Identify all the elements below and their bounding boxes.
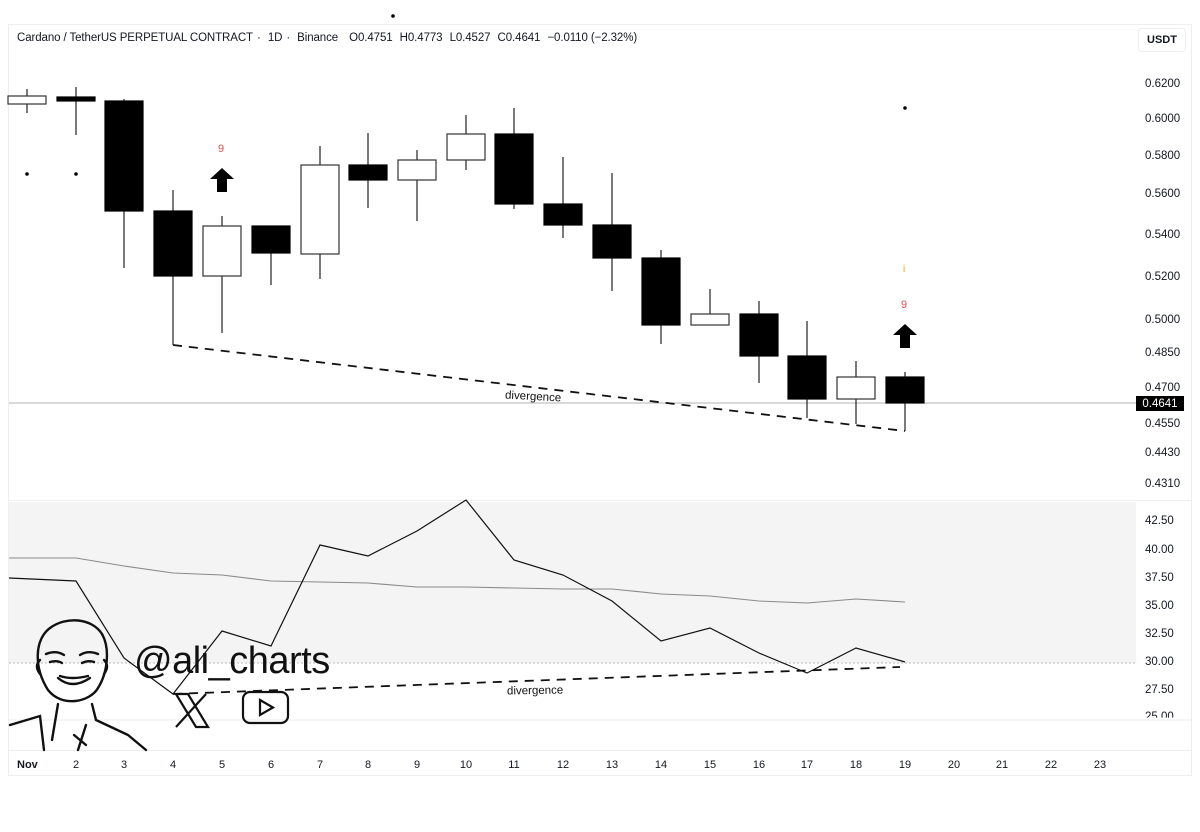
chart-frame: [8, 24, 1192, 776]
time-tick-label: 9: [413, 759, 421, 771]
candle-body: [56, 96, 96, 102]
td-info-label: i: [903, 264, 906, 275]
pane-separator[interactable]: [8, 500, 1192, 501]
price-tick-label: 0.5800: [1145, 150, 1181, 162]
time-tick-label: 20: [947, 759, 961, 771]
time-tick-label: 18: [849, 759, 863, 771]
price-tick-label: 0.4550: [1145, 418, 1181, 430]
watermark-handle: @ali_charts: [134, 640, 330, 682]
rsi-tick-label: 35.00: [1145, 600, 1174, 612]
rsi-divergence-label: divergence: [506, 684, 564, 698]
time-tick-label: 5: [218, 759, 226, 771]
marker-dot-icon: [25, 172, 29, 176]
price-divergence-line: [172, 344, 906, 432]
rsi-band: [9, 502, 1136, 663]
time-tick-label: 8: [364, 759, 372, 771]
time-tick-label: 6: [267, 759, 275, 771]
exchange: Binance: [297, 32, 339, 44]
rsi-tick-label: 32.50: [1145, 628, 1174, 640]
time-tick-label: 22: [1044, 759, 1058, 771]
ohlc-open: O0.4751: [349, 32, 393, 44]
time-tick-label: 17: [800, 759, 814, 771]
current-price-tag: 0.4641: [1136, 396, 1184, 411]
rsi-tick-label: 40.00: [1145, 544, 1174, 556]
symbol-name[interactable]: Cardano / TetherUS PERPETUAL CONTRACT: [17, 32, 253, 44]
rsi-tick-label: 25.00: [1145, 711, 1174, 723]
interval[interactable]: 1D: [267, 32, 283, 44]
ohlc-change: −0.0110 (−2.32%): [547, 32, 638, 44]
time-tick-label: 16: [752, 759, 766, 771]
time-tick-label: 14: [654, 759, 668, 771]
candle-body: [7, 95, 47, 105]
time-tick-label: 15: [703, 759, 717, 771]
candle-body: [885, 376, 925, 404]
candle-body: [104, 100, 144, 212]
marker-dot-icon: [74, 172, 78, 176]
time-tick-label: 13: [605, 759, 619, 771]
price-tick-label: 0.5000: [1145, 314, 1181, 326]
candle-body: [202, 225, 242, 277]
td-count-label: 9: [901, 299, 908, 311]
time-tick-label: 10: [459, 759, 473, 771]
candle-body: [690, 313, 730, 326]
price-tick-label: 0.6200: [1145, 78, 1181, 90]
candle-body: [348, 164, 388, 181]
candle-body: [300, 164, 340, 255]
candle-body: [592, 224, 632, 259]
candle-body: [251, 225, 291, 254]
price-tick-label: 0.6000: [1145, 113, 1181, 125]
time-tick-label: 12: [556, 759, 570, 771]
candle-body: [543, 203, 583, 226]
candle-body: [397, 159, 437, 181]
rsi-tick-label: 30.00: [1145, 656, 1174, 668]
marker-dot-icon: [903, 106, 907, 110]
time-tick-label: 3: [120, 759, 128, 771]
price-tick-label: 0.5600: [1145, 188, 1181, 200]
td-count-label: 9: [218, 143, 225, 155]
candle-body: [787, 355, 827, 400]
ohlc-low: L0.4527: [449, 32, 491, 44]
price-tick-label: 0.5400: [1145, 229, 1181, 241]
time-tick-label: Nov: [17, 759, 38, 771]
rsi-tick-label: 42.50: [1145, 515, 1174, 527]
time-tick-label: 23: [1093, 759, 1107, 771]
candle-body: [153, 210, 193, 277]
time-tick-label: 4: [169, 759, 177, 771]
time-tick-label: 2: [72, 759, 80, 771]
ohlc-close: C0.4641: [497, 32, 541, 44]
time-tick-label: 19: [898, 759, 912, 771]
price-tick-label: 0.4310: [1145, 478, 1181, 490]
currency-button[interactable]: USDT: [1138, 28, 1186, 52]
candle-body: [641, 257, 681, 326]
symbol-legend: Cardano / TetherUS PERPETUAL CONTRACT · 1…: [17, 32, 638, 44]
price-tick-label: 0.4850: [1145, 347, 1181, 359]
up-arrow-icon: [210, 168, 234, 192]
rsi-tick-label: 27.50: [1145, 684, 1174, 696]
time-axis-separator: [8, 750, 1192, 751]
candle-body: [836, 376, 876, 400]
rsi-ma-line: [9, 557, 906, 604]
time-tick-label: 11: [508, 759, 520, 771]
candle-body: [446, 133, 486, 161]
price-tick-label: 0.4430: [1145, 447, 1181, 459]
time-tick-label: 21: [995, 759, 1009, 771]
candle-body: [739, 313, 779, 357]
price-tick-label: 0.4700: [1145, 382, 1181, 394]
rsi-tick-label: 37.50: [1145, 572, 1174, 584]
marker-dot-icon: [391, 14, 395, 18]
up-arrow-icon: [893, 324, 917, 348]
ohlc-high: H0.4773: [399, 32, 443, 44]
time-tick-label: 7: [316, 759, 324, 771]
candle-body: [494, 133, 534, 205]
price-tick-label: 0.5200: [1145, 271, 1181, 283]
